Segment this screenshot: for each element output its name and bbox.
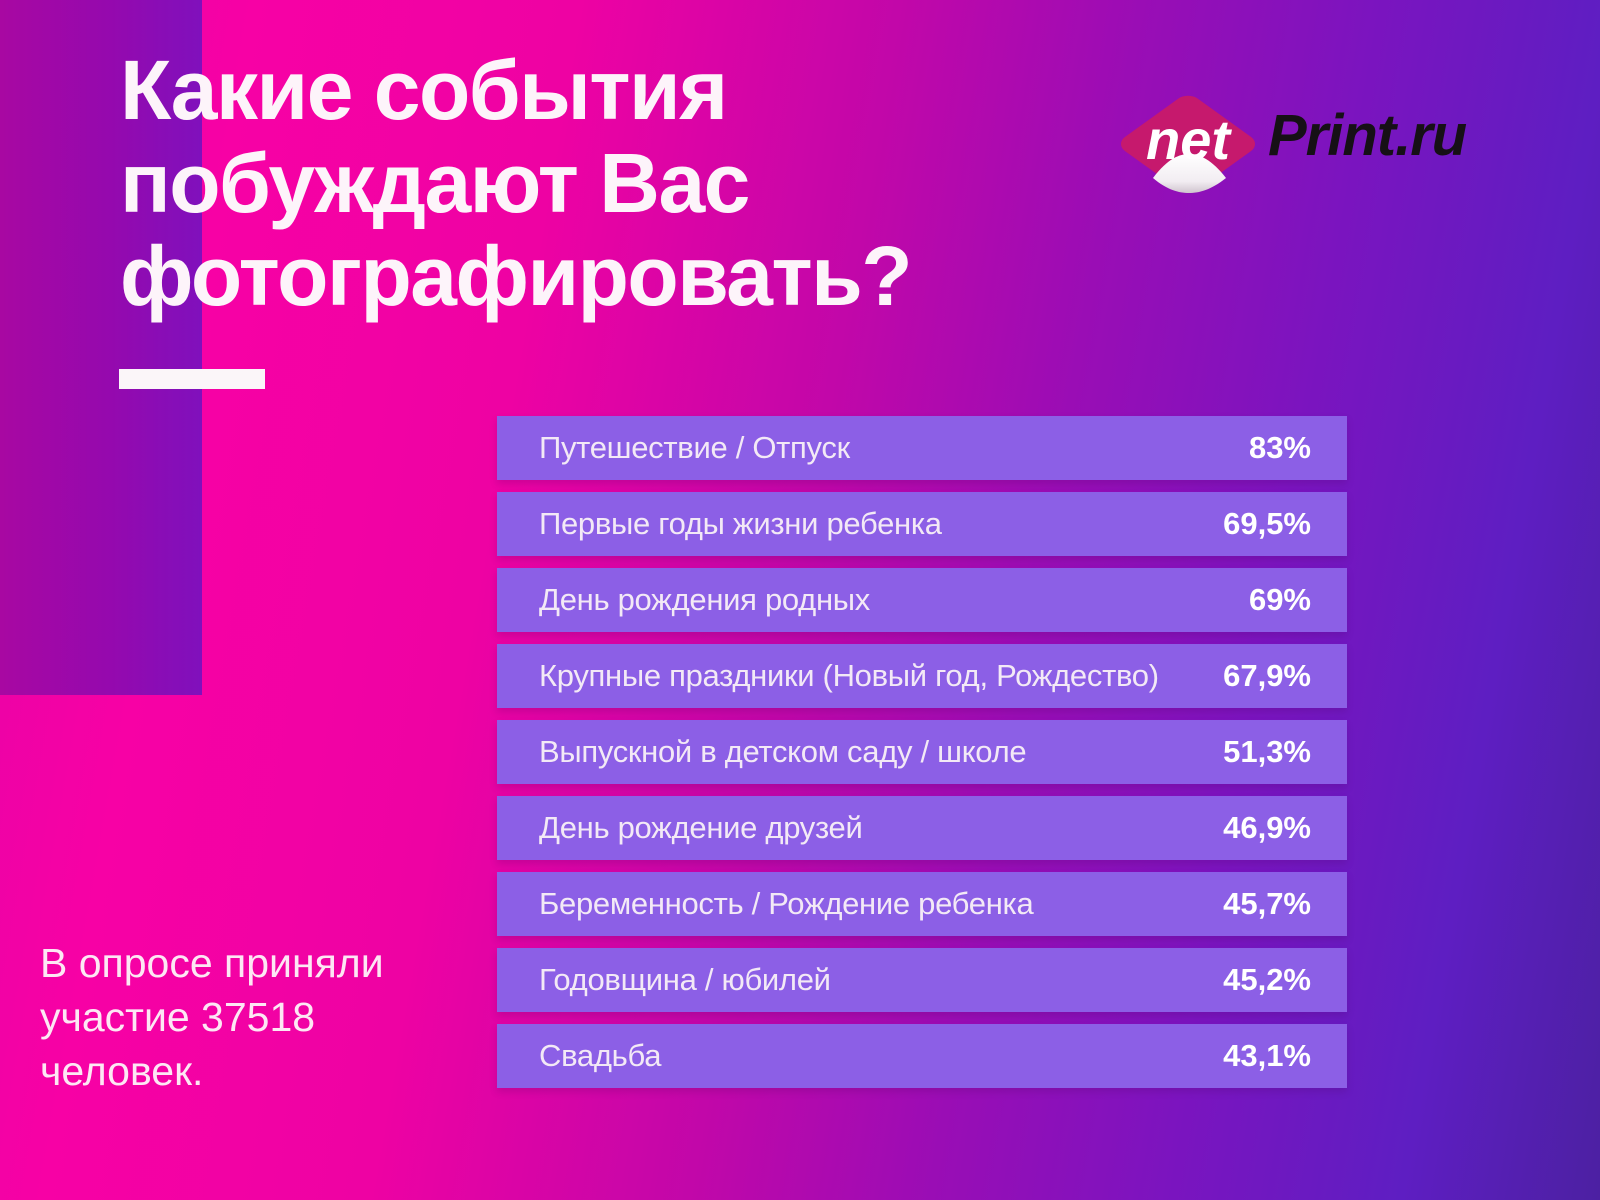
page-title: Какие события побуждают Вас фотографиров…	[120, 44, 1020, 323]
title-underline-dash	[119, 369, 265, 389]
bar-value: 45,7%	[1223, 886, 1311, 921]
title-line-3: фотографировать?	[120, 229, 913, 323]
bar-value: 51,3%	[1223, 734, 1311, 769]
bar-value: 67,9%	[1223, 658, 1311, 693]
bar-row: Выпускной в детском саду / школе 51,3%	[497, 720, 1347, 784]
bar-label: День рождения родных	[539, 582, 870, 617]
bar-label: Свадьба	[539, 1038, 662, 1073]
bar-row: День рождение друзей 46,9%	[497, 796, 1347, 860]
bar-label: Путешествие / Отпуск	[539, 430, 850, 465]
logo-mark-text: net	[1146, 108, 1232, 171]
bar-value: 46,9%	[1223, 810, 1311, 845]
bar-label: Годовщина / юбилей	[539, 962, 831, 997]
bar-row: День рождения родных 69%	[497, 568, 1347, 632]
bar-row: Беременность / Рождение ребенка 45,7%	[497, 872, 1347, 936]
bar-row: Годовщина / юбилей 45,2%	[497, 948, 1347, 1012]
bar-value: 45,2%	[1223, 962, 1311, 997]
bar-row: Крупные праздники (Новый год, Рождество)…	[497, 644, 1347, 708]
bar-row: Свадьба 43,1%	[497, 1024, 1347, 1088]
bar-row: Путешествие / Отпуск 83%	[497, 416, 1347, 480]
bar-label: День рождение друзей	[539, 810, 863, 845]
page-curl-icon	[1153, 154, 1226, 193]
title-line-2: побуждают Вас	[120, 136, 750, 230]
netprint-logo: net Print.ru	[1108, 74, 1508, 224]
bar-label: Выпускной в детском саду / школе	[539, 734, 1027, 769]
bar-row: Первые годы жизни ребенка 69,5%	[497, 492, 1347, 556]
bar-value: 43,1%	[1223, 1038, 1311, 1073]
bar-label: Первые годы жизни ребенка	[539, 506, 942, 541]
bar-value: 69,5%	[1223, 506, 1311, 541]
left-accent-panel	[0, 0, 202, 695]
bar-value: 83%	[1248, 430, 1311, 465]
bar-label: Крупные праздники (Новый год, Рождество)	[539, 658, 1159, 693]
bar-value: 69%	[1248, 582, 1311, 617]
bar-label: Беременность / Рождение ребенка	[539, 886, 1034, 921]
survey-participants-note: В опросе приняли участие 37518 человек.	[40, 940, 384, 1094]
logo-wordmark: Print.ru	[1268, 103, 1467, 168]
title-line-1: Какие события	[120, 43, 728, 137]
survey-results-chart: Путешествие / Отпуск 83% Первые годы жиз…	[497, 416, 1347, 1100]
netprint-diamond-icon: net	[1120, 95, 1256, 193]
